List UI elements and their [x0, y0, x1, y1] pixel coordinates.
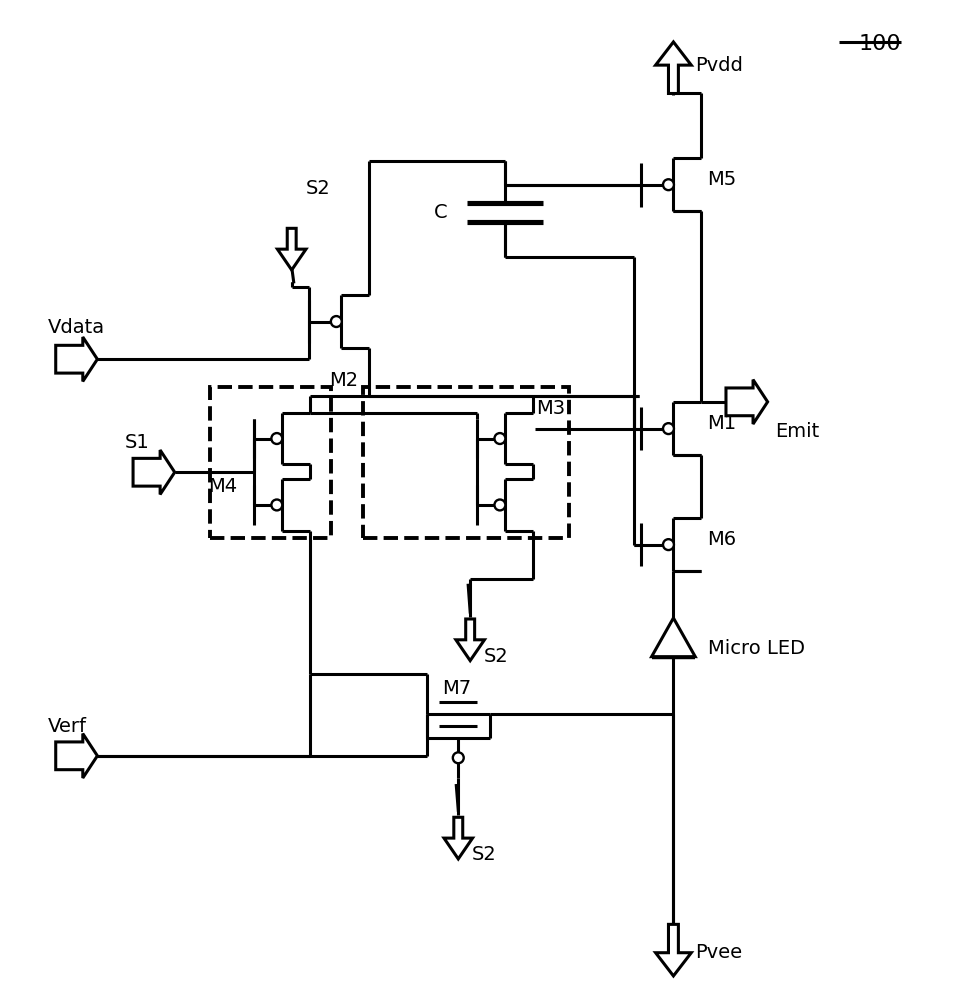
Polygon shape: [652, 618, 695, 657]
Circle shape: [495, 500, 506, 510]
Polygon shape: [456, 619, 484, 661]
Bar: [211, 387, 331, 538]
Text: S1: S1: [125, 433, 150, 452]
Text: S2: S2: [306, 179, 330, 198]
Polygon shape: [56, 337, 97, 381]
Text: Pvdd: Pvdd: [695, 56, 743, 75]
Circle shape: [663, 423, 674, 434]
Text: M5: M5: [708, 170, 736, 189]
Circle shape: [495, 433, 506, 444]
Text: M3: M3: [537, 399, 565, 418]
Text: M1: M1: [708, 414, 736, 433]
Polygon shape: [726, 380, 767, 424]
Polygon shape: [277, 228, 306, 270]
Text: M4: M4: [208, 477, 237, 496]
Text: C: C: [434, 203, 447, 222]
Bar: [363, 387, 569, 538]
Circle shape: [331, 316, 342, 327]
Text: S2: S2: [472, 845, 497, 864]
Text: M2: M2: [328, 371, 358, 390]
Circle shape: [663, 179, 674, 190]
Text: Verf: Verf: [48, 717, 87, 736]
Polygon shape: [656, 924, 691, 976]
Polygon shape: [56, 734, 97, 778]
Text: Emit: Emit: [775, 422, 820, 441]
Circle shape: [271, 433, 282, 444]
Text: Vdata: Vdata: [48, 318, 105, 337]
Text: M6: M6: [708, 530, 736, 549]
Polygon shape: [444, 817, 472, 859]
Polygon shape: [133, 450, 174, 494]
Text: Micro LED: Micro LED: [709, 639, 806, 658]
Polygon shape: [656, 42, 691, 93]
Circle shape: [453, 752, 464, 763]
Text: M7: M7: [442, 679, 470, 698]
Circle shape: [271, 500, 282, 510]
Text: Pvee: Pvee: [695, 943, 743, 962]
Text: 100: 100: [858, 34, 902, 54]
Text: S2: S2: [484, 647, 509, 666]
Circle shape: [663, 539, 674, 550]
